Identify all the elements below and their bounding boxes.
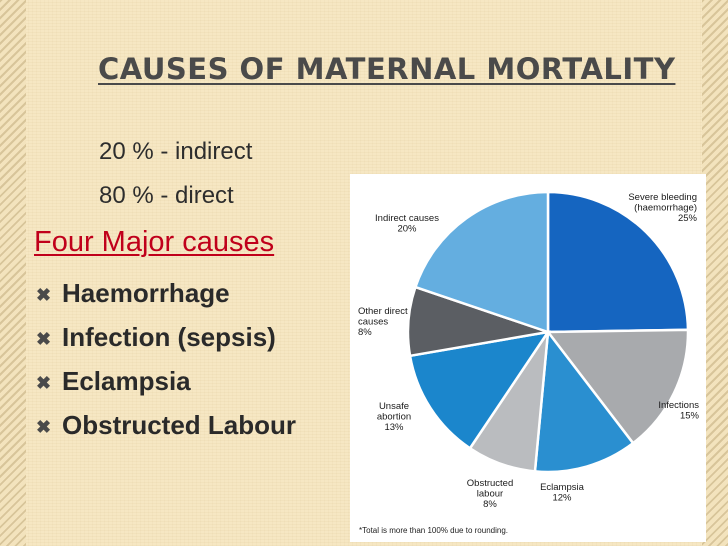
pie-slice [545, 328, 690, 445]
x-mark-icon: ✖ [36, 417, 52, 437]
chart-footnote: *Total is more than 100% due to rounding… [359, 526, 508, 535]
slice-label-line: 25% [678, 213, 698, 224]
pie-slices [406, 190, 690, 474]
major-causes-heading: Four Major causes [34, 226, 275, 258]
pie-slice [408, 330, 551, 450]
list-item-label: Eclampsia [62, 366, 191, 396]
slice-label: Other direct causes 8% [358, 306, 408, 338]
slice-label-line: 8% [483, 499, 497, 510]
slice-label-line: Severe bleeding [628, 192, 697, 203]
list-item: ✖ Obstructed Labour [34, 410, 362, 440]
slice-label: Indirect causes 20% [375, 213, 439, 235]
slice-label-line: 12% [552, 493, 572, 504]
list-item: ✖ Infection (sepsis) [34, 322, 362, 352]
right-decorative-stripe [702, 0, 728, 546]
slice-label: Severe bleeding (haemorrhage) 25% [628, 192, 697, 224]
indirect-percentage-line: 20 % - indirect [99, 138, 253, 165]
direct-percentage-line: 80 % - direct [99, 182, 234, 209]
list-item-label: Haemorrhage [62, 278, 230, 308]
slice-label-line: Unsafe [379, 401, 409, 412]
slice-label-line: labour [477, 489, 503, 500]
pie-slice [546, 190, 690, 334]
slice-label-line: Indirect causes [375, 213, 439, 224]
slice-label: Eclampsia 12% [540, 482, 585, 504]
list-item: ✖ Eclampsia [34, 366, 362, 396]
major-causes-list: ✖ Haemorrhage ✖ Infection (sepsis) ✖ Eclamp… [34, 278, 362, 454]
slice-label-line: Eclampsia [540, 482, 585, 493]
slice-label: Unsafe abortion 13% [377, 401, 411, 433]
slice-label-line: Other direct [358, 306, 408, 317]
slice-label-line: Infections [658, 400, 699, 411]
slice-label: Obstructed labour 8% [467, 478, 513, 510]
slice-label-line: 20% [397, 224, 417, 235]
slice-label-line: Obstructed [467, 478, 513, 489]
pie-slice [413, 190, 550, 334]
slice-label-line: 13% [384, 422, 404, 433]
pie-chart: Severe bleeding (haemorrhage) 25% Infection… [358, 190, 700, 535]
pie-labels: Severe bleeding (haemorrhage) 25% Infection… [358, 192, 700, 510]
slice-label-line: abortion [377, 412, 411, 423]
list-item: ✖ Haemorrhage [34, 278, 362, 308]
pie-chart-panel: Severe bleeding (haemorrhage) 25% Infection… [350, 174, 706, 542]
list-item-label: Obstructed Labour [62, 410, 297, 440]
slice-label-line: 15% [680, 411, 700, 422]
slide-title: CAUSES OF MATERNAL MORTALITY [98, 52, 676, 86]
list-item-label: Infection (sepsis) [62, 322, 276, 352]
x-mark-icon: ✖ [36, 329, 52, 349]
x-mark-icon: ✖ [36, 373, 52, 393]
pie-slice [533, 328, 635, 474]
slice-label: Infections 15% [658, 400, 699, 422]
slice-label-line: 8% [358, 327, 372, 338]
left-decorative-stripe [0, 0, 26, 546]
slice-label-line: causes [358, 317, 388, 328]
x-mark-icon: ✖ [36, 285, 52, 305]
slice-label-line: (haemorrhage) [634, 203, 697, 214]
